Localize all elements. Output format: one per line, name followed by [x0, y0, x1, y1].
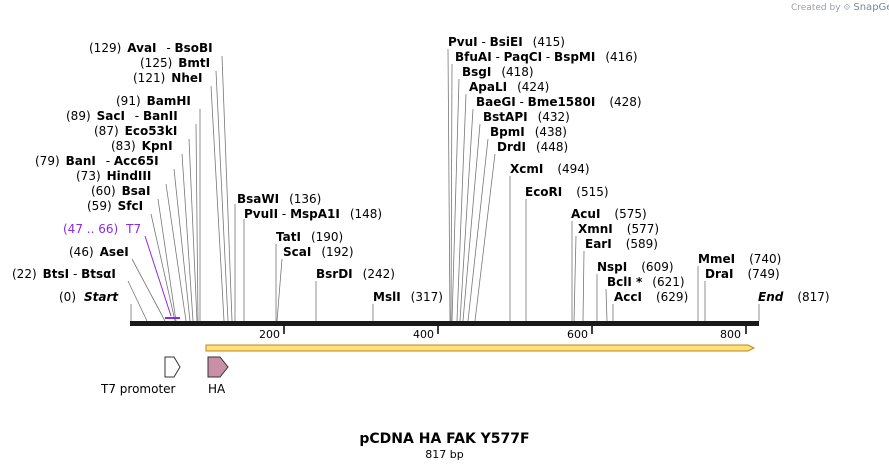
- credit-prefix: Created by: [791, 3, 841, 13]
- site-label[interactable]: BsrDI (242): [316, 267, 395, 281]
- site-label[interactable]: (121) NheI: [133, 71, 202, 85]
- t7-promoter-arrow[interactable]: [164, 356, 181, 378]
- site-label[interactable]: AccI (629): [614, 290, 688, 304]
- site-label[interactable]: BpmI (438): [490, 125, 567, 139]
- site-label[interactable]: (73) HindIII: [76, 169, 151, 183]
- site-label[interactable]: (46) AseI: [69, 245, 129, 259]
- right-site-labels: PvuI - BsiEI (415) BfuAI - PaqCI - BspMI(…: [448, 35, 830, 304]
- site-label[interactable]: (79) BanI - Acc65I: [35, 154, 159, 168]
- site-label[interactable]: (89) SacI - BanII: [66, 109, 178, 123]
- site-label[interactable]: BstAPI (432): [483, 110, 570, 124]
- site-label[interactable]: (83) KpnI: [111, 139, 173, 153]
- site-label[interactable]: ScaI (192): [283, 245, 354, 259]
- site-label[interactable]: PvuII - MspA1I (148): [244, 207, 382, 221]
- plasmid-length: 817 bp: [425, 448, 464, 461]
- site-label[interactable]: PvuI - BsiEI (415): [448, 35, 565, 49]
- site-label[interactable]: MslI (317): [373, 290, 443, 304]
- snapgene-logo-icon: ⟐: [843, 3, 851, 13]
- site-label[interactable]: ApaLI (424): [469, 80, 549, 94]
- site-label[interactable]: EcoRI (515): [525, 185, 609, 199]
- start-label: (0) Start: [59, 290, 119, 304]
- ruler-tick-label: 600: [567, 328, 588, 341]
- credit: Created by ⟐ SnapGene: [791, 2, 889, 13]
- primer-label[interactable]: (47 .. 66) T7: [63, 222, 141, 236]
- ruler-ticks: [283, 326, 747, 334]
- site-label[interactable]: BclI * (621): [607, 275, 685, 289]
- site-label[interactable]: (125) BmtI: [140, 56, 210, 70]
- site-label[interactable]: (22) BtsI - BtsαI: [12, 267, 116, 281]
- left-site-labels: (129) AvaI - BsoBI (125) BmtI (121) NheI (9…: [12, 41, 213, 304]
- site-label[interactable]: XcmI (494): [510, 162, 590, 176]
- site-label[interactable]: (129) AvaI - BsoBI: [89, 41, 213, 55]
- site-label[interactable]: BsaWI (136): [237, 192, 321, 206]
- t7-promoter-label: T7 promoter: [101, 382, 176, 396]
- sequence-backbone: [130, 321, 759, 326]
- ruler-tick-label: 400: [413, 328, 434, 341]
- site-label[interactable]: (87) Eco53kI: [94, 124, 177, 138]
- orf-arrow[interactable]: [205, 344, 756, 352]
- site-label[interactable]: MmeI (740): [698, 252, 781, 266]
- mid-site-labels: BsaWI (136) PvuII - MspA1I (148) TatI (190)…: [237, 192, 443, 304]
- site-label[interactable]: AcuI (575): [571, 207, 647, 221]
- ruler-tick-label: 800: [720, 328, 741, 341]
- end-label: End (817): [758, 290, 830, 304]
- t7-primer-connector: [144, 235, 172, 317]
- site-label[interactable]: BfuAI - PaqCI - BspMI (416): [455, 50, 638, 64]
- site-label[interactable]: (59) SfcI: [87, 199, 143, 213]
- site-label[interactable]: DraI (749): [705, 267, 780, 281]
- site-label[interactable]: NspI (609): [597, 260, 674, 274]
- ha-label: HA: [208, 382, 226, 396]
- site-label[interactable]: BsgI (418): [462, 65, 534, 79]
- plasmid-title: pCDNA HA FAK Y577F: [359, 431, 530, 447]
- site-connectors: [127, 48, 760, 322]
- site-label[interactable]: DrdI (448): [497, 140, 568, 154]
- credit-brand: SnapGene: [853, 2, 889, 13]
- site-label[interactable]: BaeGI - Bme1580I (428): [476, 95, 642, 109]
- site-label[interactable]: (91) BamHI: [116, 94, 191, 108]
- site-label[interactable]: XmnI (577): [578, 222, 659, 236]
- ruler-tick-label: 200: [259, 328, 280, 341]
- site-label[interactable]: (60) BsaI: [91, 184, 151, 198]
- site-label[interactable]: TatI (190): [276, 230, 343, 244]
- site-label[interactable]: EarI (589): [585, 237, 658, 251]
- ha-tag-arrow[interactable]: [207, 356, 229, 378]
